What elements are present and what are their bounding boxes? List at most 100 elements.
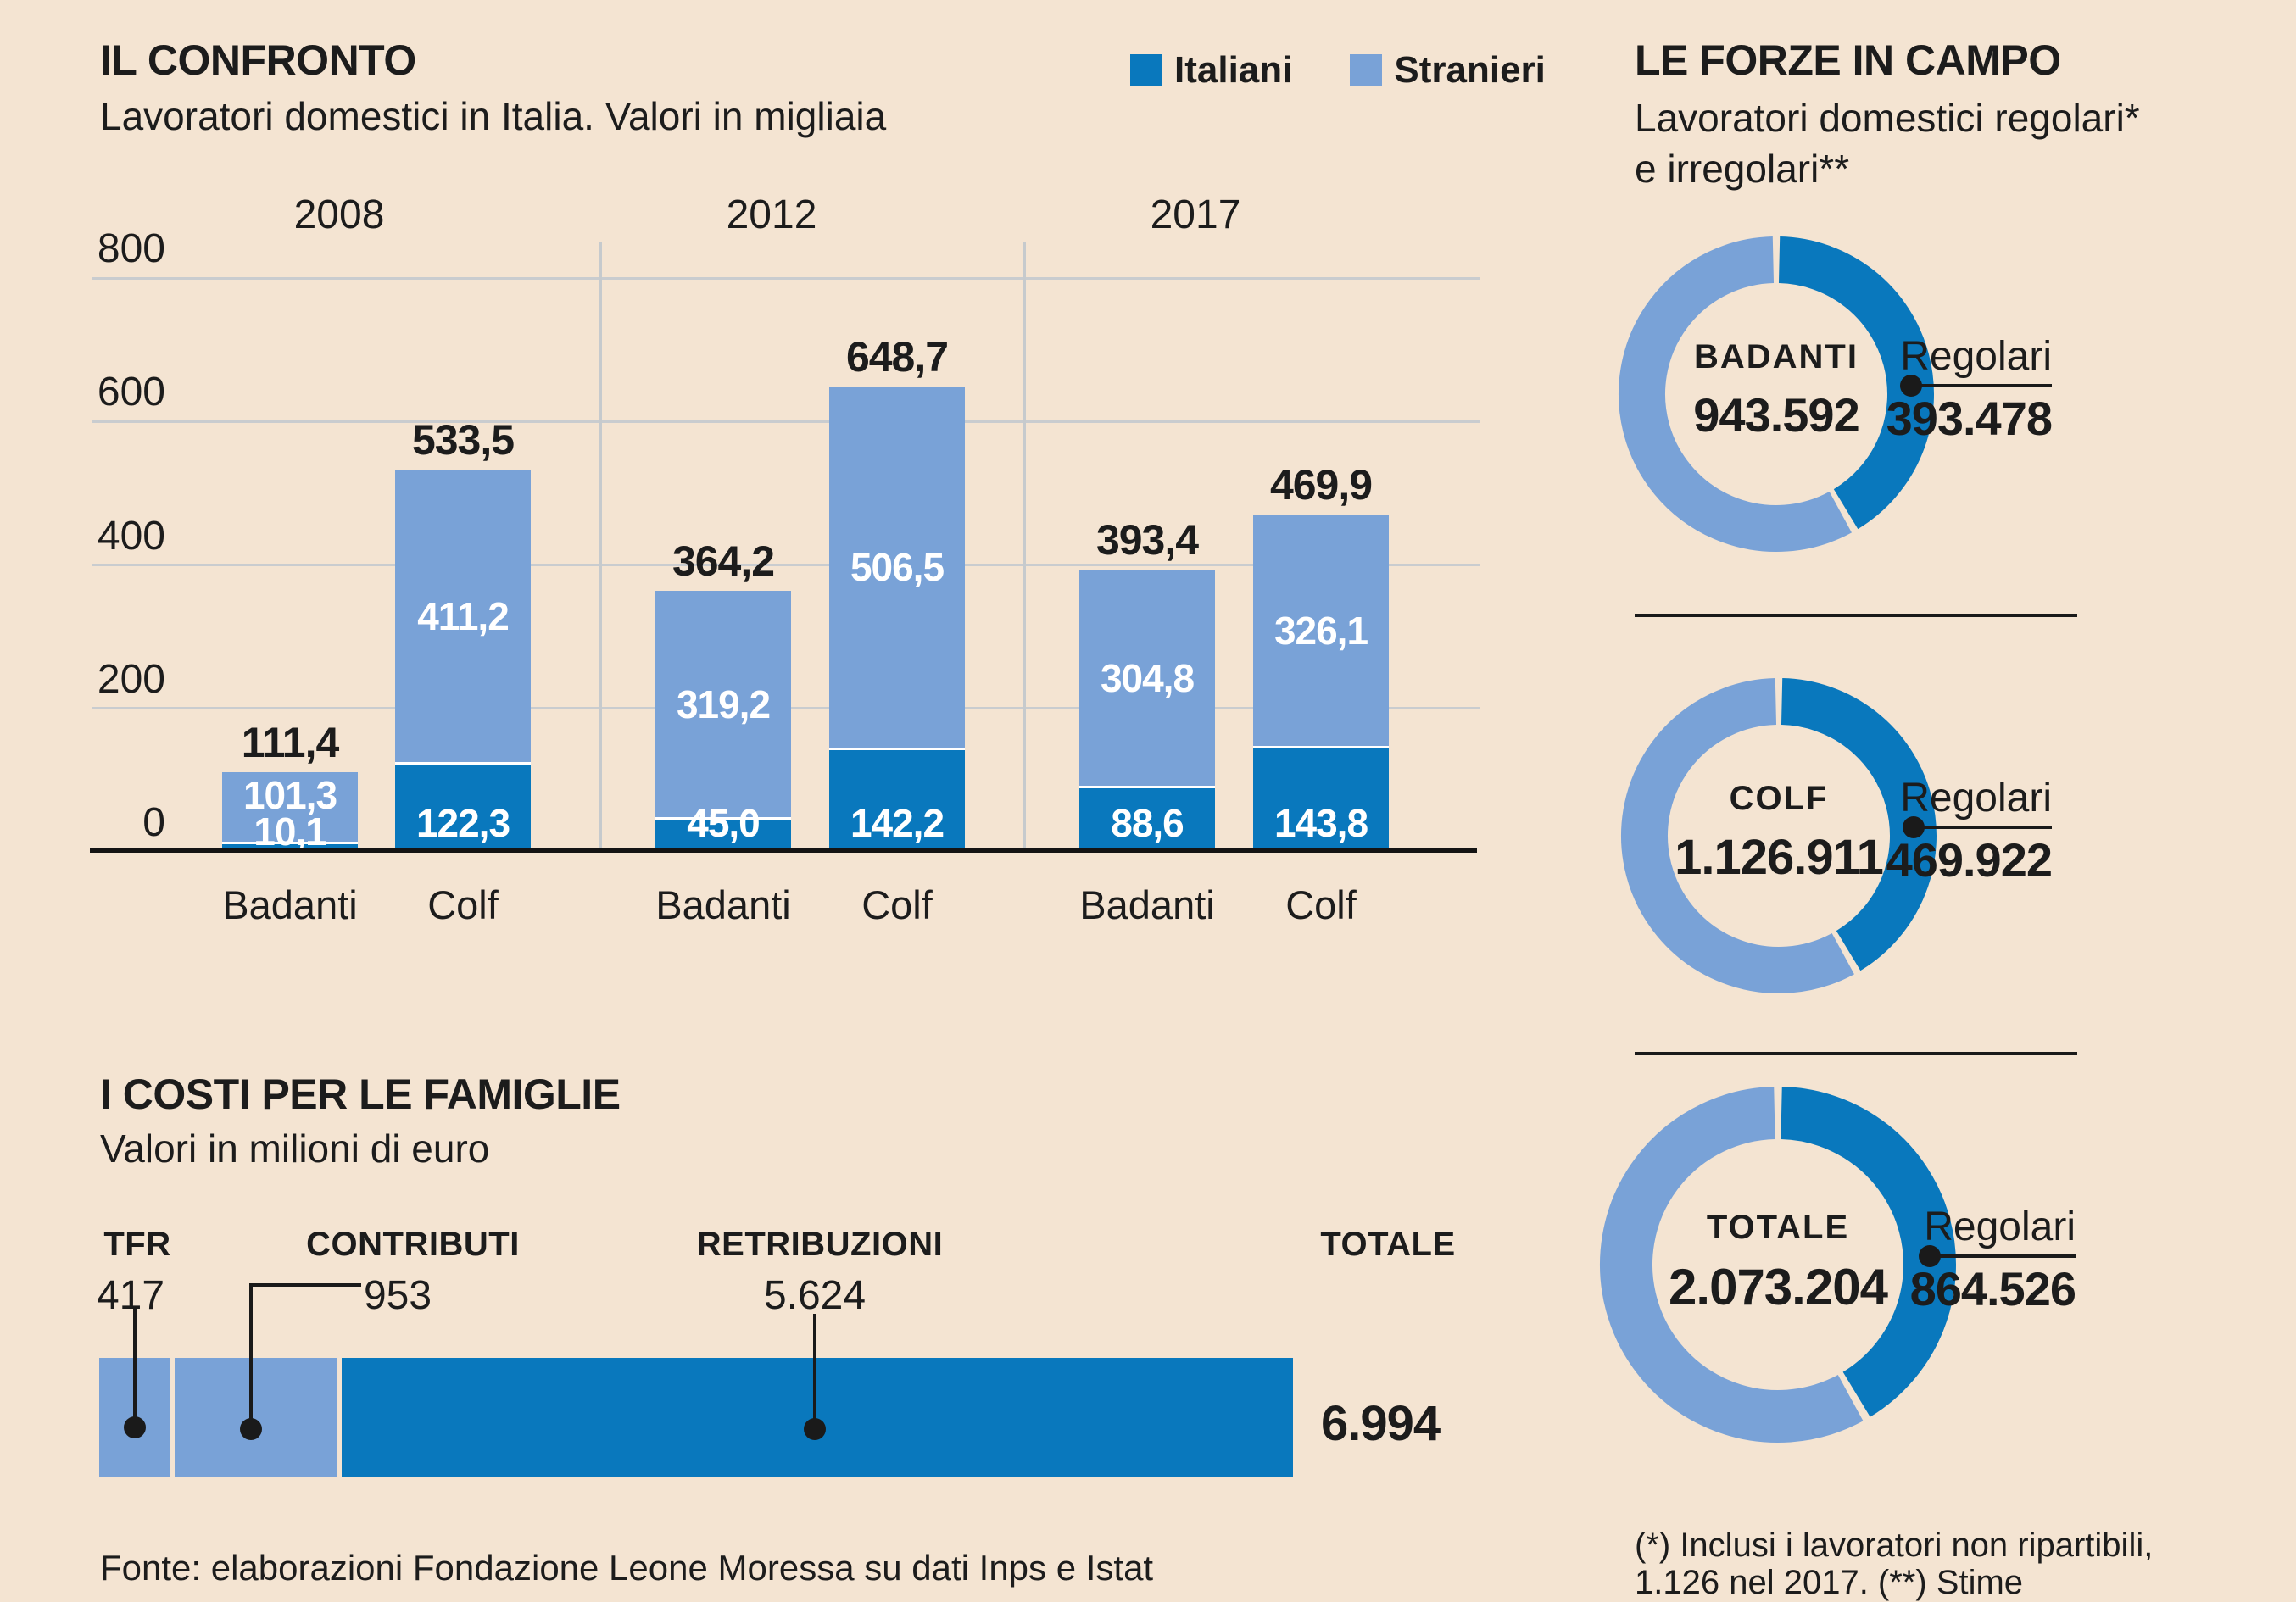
bar-value-label-stranieri: 319,2: [676, 681, 771, 726]
regolari-value-colf: 469.922: [1886, 833, 2053, 887]
legend-item-stranieri: Stranieri: [1350, 49, 1546, 92]
bar-value-label-stranieri: 304,8: [1100, 655, 1195, 700]
forces-title: LE FORZE IN CAMPO: [1635, 36, 2061, 84]
callout-line-contributi-v: [249, 1283, 253, 1429]
legend-swatch-stranieri-icon: [1350, 54, 1383, 86]
donut-callout-dot-colf: [1902, 816, 1925, 838]
gridline-400: [92, 564, 1480, 566]
bar-total-label: 469,9: [1269, 461, 1373, 509]
forces-subtitle-line2: e irregolari**: [1635, 147, 1850, 191]
bar-value-label-italiani: 122,3: [415, 801, 510, 845]
donut-arc-regolari: [1778, 236, 1934, 530]
gridline-800: [92, 276, 1480, 280]
cost-value-tfr: 417: [96, 1273, 165, 1318]
donut-arc-regolari: [1780, 1087, 1956, 1417]
bar-value-label-italiani: 10,1: [254, 809, 327, 854]
donut-center-label-colf: COLF: [1729, 780, 1829, 817]
year-label-2017: 2017: [1150, 192, 1241, 237]
category-label-badanti-2012: Badanti: [655, 882, 791, 927]
y-axis-label-400: 400: [97, 513, 165, 559]
bar-segment-stranieri: [655, 591, 791, 817]
forces-footnote-line2: 1.126 nel 2017. (**) Stime: [1635, 1564, 2024, 1601]
x-axis: [90, 848, 1477, 853]
legend-swatch-italiani-icon: [1130, 54, 1162, 86]
cost-bar-segment-retribuzioni: [342, 1358, 1293, 1477]
legend-label-italiani: Italiani: [1174, 49, 1293, 91]
bar-value-label-italiani: 143,8: [1273, 801, 1368, 845]
costs-subtitle: Valori in milioni di euro: [100, 1126, 490, 1171]
bar-badanti-2017: [1079, 570, 1215, 852]
donut-callout-line-totale: [1930, 1254, 2076, 1258]
donut-arc-irregolari: [1621, 678, 1854, 993]
donut-chart-totale: [1600, 1087, 1956, 1443]
bar-value-label-stranieri: 411,2: [417, 593, 510, 638]
forces-footnote-line1: (*) Inclusi i lavoratori non ripartibili…: [1635, 1527, 2154, 1564]
year-label-2012: 2012: [726, 192, 817, 237]
donut-center-value-totale: 2.073.204: [1669, 1259, 1888, 1316]
cost-label-retribuzioni: RETRIBUZIONI: [696, 1226, 944, 1263]
bar-colf-2017: [1253, 515, 1389, 852]
donut-center-label-badanti: BADANTI: [1694, 338, 1859, 375]
donut-center-label-totale: TOTALE: [1706, 1209, 1850, 1246]
regolari-label-badanti: Regolari: [1900, 334, 2052, 379]
bar-value-label-stranieri: 506,5: [850, 545, 945, 589]
callout-line-contributi-h: [249, 1283, 361, 1287]
forces-divider-2: [1635, 1052, 2077, 1055]
bar-segment-stranieri: [1253, 515, 1389, 746]
donut-arc-irregolari: [1600, 1087, 1864, 1443]
bar-badanti-2012: [655, 591, 791, 852]
comparison-subtitle: Lavoratori domestici in Italia. Valori i…: [100, 94, 887, 138]
donut-arc-irregolari: [1619, 236, 1852, 552]
bar-value-label-italiani: 45,0: [687, 801, 761, 845]
bar-value-label-italiani: 142,2: [850, 801, 945, 845]
bar-total-label: 533,5: [411, 416, 515, 464]
bar-segment-italiani: [1079, 788, 1215, 852]
cost-label-tfr: TFR: [103, 1226, 171, 1263]
category-label-badanti-2008: Badanti: [222, 882, 358, 927]
bar-value-label-stranieri: 326,1: [1273, 608, 1368, 653]
legend: Italiani Stranieri: [1130, 49, 1590, 92]
regolari-value-totale: 864.526: [1909, 1262, 2076, 1316]
bar-total-label: 111,4: [241, 719, 340, 766]
callout-line-retribuzioni: [813, 1314, 816, 1429]
year-label-2008: 2008: [293, 192, 385, 237]
donut-callout-line-badanti: [1910, 384, 2052, 387]
y-axis-label-600: 600: [97, 370, 165, 415]
bar-colf-2012: [829, 387, 965, 852]
category-label-colf-2017: Colf: [1285, 882, 1357, 927]
legend-item-italiani: Italiani: [1130, 49, 1292, 92]
cost-total-label: TOTALE: [1320, 1226, 1456, 1263]
category-label-colf-2008: Colf: [427, 882, 499, 927]
donut-callout-line-colf: [1913, 826, 2052, 829]
donut-callout-dot-totale: [1919, 1245, 1941, 1267]
callout-dot-contributi: [240, 1418, 262, 1440]
donut-callout-dot-badanti: [1899, 375, 1922, 397]
bar-segment-italiani: [1253, 748, 1389, 852]
bar-segment-stranieri: [1079, 570, 1215, 786]
cost-value-contributi: 953: [363, 1273, 432, 1318]
bar-segment-italiani: [829, 750, 965, 852]
y-axis-label-200: 200: [97, 656, 165, 702]
bar-value-label-stranieri: 101,3: [242, 773, 337, 817]
bar-total-label: 648,7: [845, 333, 949, 381]
cost-value-retribuzioni: 5.624: [763, 1273, 867, 1318]
regolari-value-badanti: 393.478: [1886, 392, 2053, 445]
cost-bar-segment-contributi: [175, 1358, 337, 1477]
y-axis-label-0: 0: [142, 800, 165, 845]
category-label-colf-2012: Colf: [861, 882, 933, 927]
bar-segment-italiani: [395, 765, 531, 852]
bar-segment-stranieri: [395, 470, 531, 762]
bar-value-label-italiani: 88,6: [1111, 801, 1184, 845]
donut-chart-colf: [1621, 678, 1937, 993]
bar-total-label: 364,2: [672, 537, 775, 585]
donut-center-value-colf: 1.126.911: [1675, 830, 1884, 885]
callout-dot-retribuzioni: [804, 1418, 826, 1440]
regolari-label-colf: Regolari: [1900, 776, 2052, 820]
bar-total-label: 393,4: [1095, 516, 1199, 564]
y-axis-label-800: 800: [97, 226, 165, 271]
donut-chart-badanti: [1619, 236, 1934, 552]
callout-dot-tfr: [124, 1416, 146, 1438]
costs-title: I COSTI PER LE FAMIGLIE: [100, 1071, 621, 1118]
legend-label-stranieri: Stranieri: [1394, 49, 1546, 91]
donut-arc-regolari: [1781, 678, 1937, 971]
